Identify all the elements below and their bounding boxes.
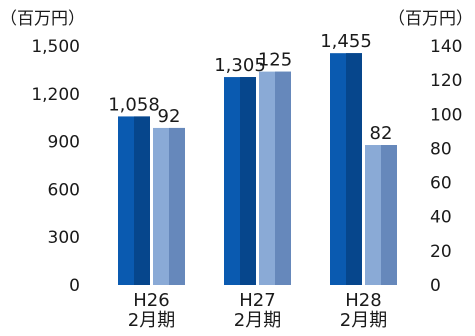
right-tick-label: 140 xyxy=(430,37,462,57)
left-tick-label: 1,500 xyxy=(31,37,80,57)
right-tick-label: 0 xyxy=(430,276,441,296)
left-tick-label: 900 xyxy=(48,133,80,153)
category-label: H26 xyxy=(133,290,169,311)
right-tick-label: 40 xyxy=(430,208,452,228)
right-tick-label: 80 xyxy=(430,139,452,159)
right-axis-unit: （百万円） xyxy=(388,9,473,29)
category-label: H27 xyxy=(239,290,275,311)
left-tick-label: 1,200 xyxy=(31,85,80,105)
right-axis-ticks: 0 20 40 60 80 100 120 140 xyxy=(430,37,462,296)
bar-value-label: 1,455 xyxy=(320,31,372,52)
left-tick-label: 300 xyxy=(48,228,80,248)
left-axis-ticks: 0 300 600 900 1,200 1,500 xyxy=(31,37,80,296)
category-label: 2月期 xyxy=(340,310,387,331)
right-tick-label: 100 xyxy=(430,105,462,125)
left-tick-label: 600 xyxy=(48,180,80,200)
right-tick-label: 20 xyxy=(430,242,452,262)
bar-shade xyxy=(346,53,362,285)
right-tick-label: 120 xyxy=(430,71,462,91)
bar-value-label: 1,058 xyxy=(108,94,160,115)
left-tick-label: 0 xyxy=(69,276,80,296)
bar-shade xyxy=(169,127,185,285)
right-tick-label: 60 xyxy=(430,174,452,194)
category-label: H28 xyxy=(345,290,381,311)
bar-value-label: 125 xyxy=(258,50,292,71)
bars xyxy=(118,53,397,286)
category-label: 2月期 xyxy=(234,310,281,331)
bar-shade xyxy=(275,71,291,285)
bar-value-label: 1,305 xyxy=(214,55,266,76)
category-label: 2月期 xyxy=(128,310,175,331)
bar-shade xyxy=(381,145,397,285)
bar-shade xyxy=(134,116,150,286)
left-axis-unit: （百万円） xyxy=(0,9,85,29)
bar-shade xyxy=(240,77,256,285)
bar-value-label: 92 xyxy=(158,106,181,127)
bar-value-label: 82 xyxy=(370,123,393,144)
